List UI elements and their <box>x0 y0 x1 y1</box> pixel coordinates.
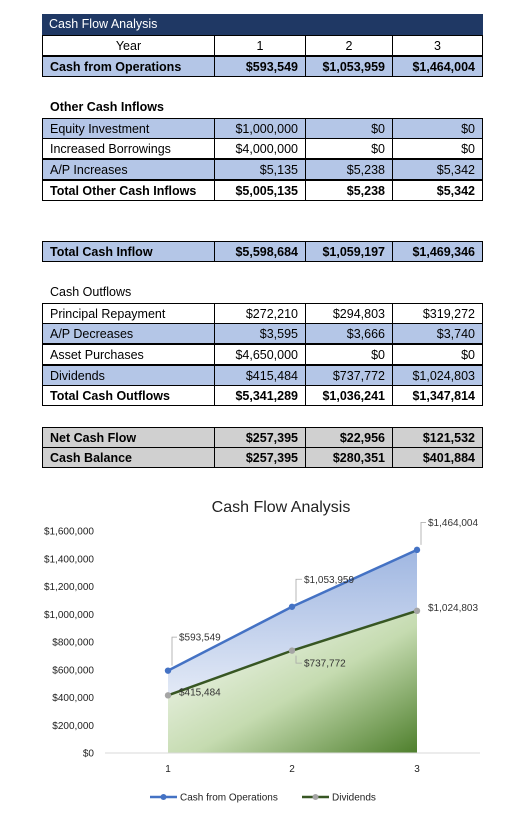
year-1-header: 1 <box>214 35 306 56</box>
y-tick-label: $1,600,000 <box>44 527 94 538</box>
table-cell: $257,395 <box>214 427 306 448</box>
year-header: Year <box>42 35 215 56</box>
leader-line <box>295 578 302 602</box>
table-cell: $1,469,346 <box>392 241 483 262</box>
y-tick-label: $400,000 <box>52 693 94 704</box>
cash-outflows-heading: Cash Outflows <box>50 285 132 299</box>
row-label: Increased Borrowings <box>42 138 215 159</box>
table-cell: $5,598,684 <box>214 241 306 262</box>
table-cell: $0 <box>305 118 393 139</box>
row-label: Principal Repayment <box>42 303 215 324</box>
table-cell: $5,342 <box>392 180 483 201</box>
leader-line <box>171 636 177 666</box>
cash-from-operations-label: Cash from Operations <box>42 56 215 77</box>
data-point <box>288 603 296 610</box>
table-cell: $121,532 <box>392 427 483 448</box>
table-cell: $272,210 <box>214 303 306 324</box>
leader-line <box>295 655 302 664</box>
cash-flow-chart: Cash Flow Analysis $0 $200,000 $400,000 $60… <box>44 499 480 804</box>
legend-marker <box>160 794 167 800</box>
table-cell: $0 <box>392 138 483 159</box>
cash-balance-label: Cash Balance <box>42 447 215 468</box>
row-label: Equity Investment <box>42 118 215 139</box>
y-tick-label: $600,000 <box>52 665 94 676</box>
other-inflows-heading: Other Cash Inflows <box>50 100 164 114</box>
y-tick-label: $1,400,000 <box>44 554 94 565</box>
legend-label: Cash from Operations <box>180 793 278 804</box>
year-2-header: 2 <box>305 35 393 56</box>
table-cell: $1,059,197 <box>305 241 393 262</box>
legend-label: Dividends <box>332 793 376 804</box>
table-cell: $3,595 <box>214 323 306 344</box>
x-tick-label: 3 <box>414 764 420 775</box>
data-label: $415,484 <box>179 687 221 698</box>
table-cell: $0 <box>305 344 393 365</box>
table-cell: $1,053,959 <box>305 56 393 77</box>
total-cash-outflows-label: Total Cash Outflows <box>42 385 215 406</box>
data-point <box>288 647 296 654</box>
table-cell: $5,238 <box>305 159 393 180</box>
table-cell: $4,000,000 <box>214 138 306 159</box>
table-cell: $5,005,135 <box>214 180 306 201</box>
y-tick-label: $1,200,000 <box>44 582 94 593</box>
table-cell: $5,238 <box>305 180 393 201</box>
y-tick-label: $1,000,000 <box>44 610 94 621</box>
data-point <box>413 607 421 615</box>
row-label: A/P Increases <box>42 159 215 180</box>
table-cell: $257,395 <box>214 447 306 468</box>
table-cell: $280,351 <box>305 447 393 468</box>
row-label: A/P Decreases <box>42 323 215 344</box>
table-cell: $5,341,289 <box>214 385 306 406</box>
data-label: $593,549 <box>179 633 221 644</box>
table-cell: $5,342 <box>392 159 483 180</box>
data-point <box>413 546 421 554</box>
table-cell: $319,272 <box>392 303 483 324</box>
table-cell: $3,740 <box>392 323 483 344</box>
data-label: $1,464,004 <box>428 518 478 529</box>
table-cell: $294,803 <box>305 303 393 324</box>
leader-line <box>420 521 426 545</box>
table-cell: $0 <box>305 138 393 159</box>
table-cell: $1,464,004 <box>392 56 483 77</box>
net-cash-flow-label: Net Cash Flow <box>42 427 215 448</box>
row-label: Dividends <box>42 365 215 386</box>
table-cell: $0 <box>392 344 483 365</box>
table-cell: $3,666 <box>305 323 393 344</box>
table-cell: $22,956 <box>305 427 393 448</box>
total-other-inflows-label: Total Other Cash Inflows <box>42 180 215 201</box>
x-tick-label: 1 <box>165 764 171 775</box>
x-tick-label: 2 <box>289 764 295 775</box>
table-cell: $4,650,000 <box>214 344 306 365</box>
legend-marker <box>312 794 319 800</box>
total-cash-inflow-label: Total Cash Inflow <box>42 241 215 262</box>
y-tick-label: $800,000 <box>52 638 94 649</box>
table-cell: $5,135 <box>214 159 306 180</box>
table-cell: $0 <box>392 118 483 139</box>
y-tick-label: $0 <box>83 749 95 760</box>
table-cell: $1,036,241 <box>305 385 393 406</box>
y-tick-label: $200,000 <box>52 721 94 732</box>
table-cell: $737,772 <box>305 365 393 386</box>
data-label: $1,053,959 <box>304 575 354 586</box>
row-label: Asset Purchases <box>42 344 215 365</box>
data-label: $1,024,803 <box>428 603 478 614</box>
year-3-header: 3 <box>392 35 483 56</box>
data-point <box>164 692 172 699</box>
data-point <box>164 667 172 674</box>
dividends-area <box>168 610 417 753</box>
table-cell: $593,549 <box>214 56 306 77</box>
table-cell: $1,024,803 <box>392 365 483 386</box>
table-cell: $1,347,814 <box>392 385 483 406</box>
table-cell: $415,484 <box>214 365 306 386</box>
table-title: Cash Flow Analysis <box>42 14 483 35</box>
chart-title: Cash Flow Analysis <box>212 499 351 516</box>
data-label: $737,772 <box>304 659 346 670</box>
table-cell: $401,884 <box>392 447 483 468</box>
table-cell: $1,000,000 <box>214 118 306 139</box>
